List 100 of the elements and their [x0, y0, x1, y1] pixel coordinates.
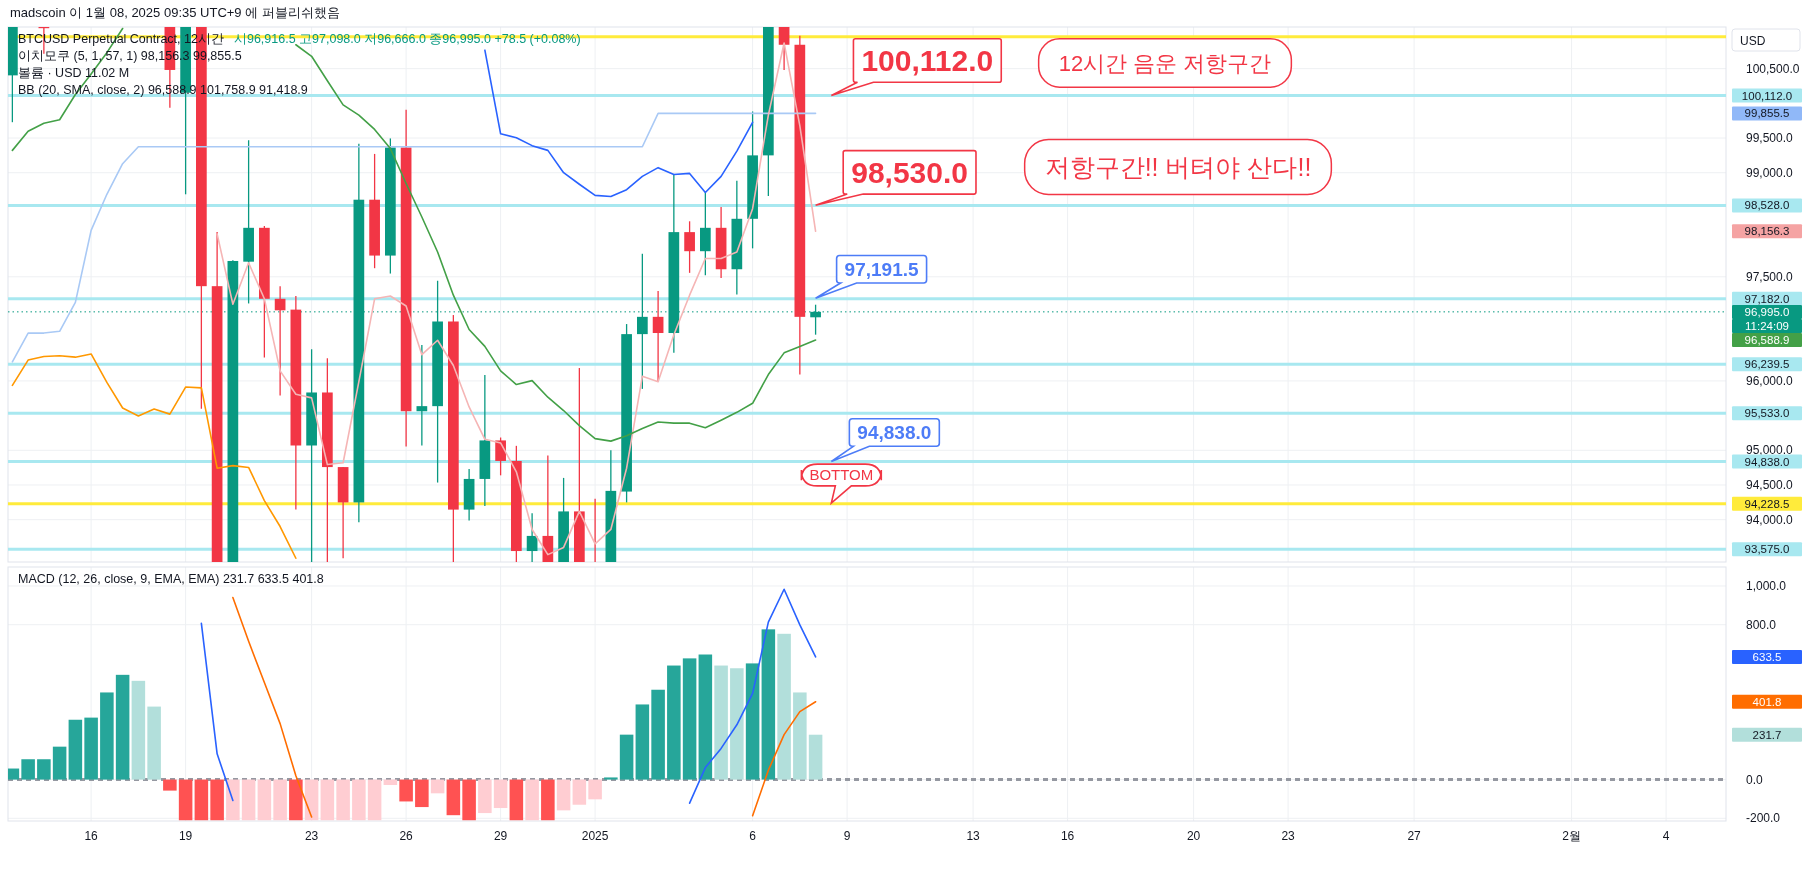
bar	[68, 719, 83, 780]
x-tick-label: 19	[178, 829, 193, 843]
y-tick-label: -200.0	[1746, 811, 1781, 826]
bar	[84, 717, 98, 780]
y-tick-label: 97,500.0	[1746, 269, 1794, 284]
bar	[210, 779, 224, 821]
bar	[572, 779, 587, 805]
bar	[100, 692, 114, 780]
bar	[147, 706, 161, 780]
bar	[257, 779, 272, 821]
chart-title: MACD (12, 26, close, 9, EMA, EMA) 231.7 633.5 401.8	[18, 572, 324, 586]
bar	[131, 680, 146, 780]
x-tick-label: 23	[304, 829, 319, 843]
line-series	[484, 49, 754, 198]
x-tick-label: 20	[1186, 829, 1201, 843]
bar	[525, 779, 539, 821]
bar	[399, 779, 413, 802]
annotation: 94,838.0	[857, 422, 932, 444]
ref-line-label: 94,838.0	[1744, 455, 1790, 468]
ref-line-label: 96,239.5	[1744, 358, 1790, 371]
bar	[352, 779, 366, 821]
bar	[194, 779, 209, 821]
x-tick-label: 16	[84, 829, 99, 843]
bar	[682, 658, 697, 780]
annotation: 12시간 음운 저항구간	[1058, 50, 1272, 76]
bar	[588, 779, 602, 800]
bar	[619, 734, 634, 780]
speech-bubble: 12시간 음운 저항구간	[1037, 38, 1293, 88]
bar	[320, 779, 335, 821]
annotation: 100,112.0	[861, 44, 994, 78]
candlestick	[684, 220, 695, 274]
x-tick-label: 23	[1281, 829, 1296, 843]
ref-line-label: 94,228.5	[1744, 497, 1790, 510]
bar	[635, 704, 650, 780]
callout: 97,191.5	[814, 254, 928, 299]
annotation: 저항구간!! 버텨야 산다!!	[1044, 153, 1312, 181]
candlestick	[700, 191, 711, 276]
y-tick-label: 99,500.0	[1746, 131, 1794, 146]
annotation: 97,191.5	[844, 259, 919, 281]
candlestick	[416, 344, 428, 447]
x-tick-label: 6	[749, 829, 757, 843]
bar	[714, 665, 728, 780]
bar	[241, 779, 256, 821]
y-tick-label: 96,000.0	[1746, 373, 1794, 388]
y-tick-label: 94,000.0	[1746, 512, 1794, 527]
x-tick-label: 26	[399, 829, 414, 843]
ref-line-label: 98,528.0	[1744, 199, 1790, 212]
x-tick-label: 2025	[581, 829, 609, 843]
bar	[462, 779, 476, 821]
bar	[336, 779, 350, 821]
bar	[115, 674, 130, 780]
bar	[541, 779, 555, 821]
bar	[808, 734, 823, 780]
speech-bubble: 저항구간!! 버텨야 산다!!	[1023, 138, 1333, 196]
annotation: 98,530.0	[851, 156, 968, 190]
y-tick-label: 99,000.0	[1746, 165, 1794, 180]
bar	[415, 779, 429, 808]
bar	[777, 633, 791, 780]
text: 96,995.0	[1744, 305, 1790, 318]
y-tick-label: 100,500.0	[1746, 61, 1800, 76]
bar	[651, 689, 665, 780]
text: 98,156.3	[1744, 225, 1790, 238]
callout: 98,530.0	[814, 149, 977, 207]
x-tick-label: 27	[1407, 829, 1422, 843]
bar	[446, 779, 461, 816]
bar	[509, 779, 524, 821]
text: 633.5	[1752, 650, 1782, 663]
bar	[8, 768, 20, 780]
candlestick	[526, 512, 538, 562]
bar	[556, 779, 571, 811]
candlestick	[778, 27, 790, 71]
y-tick-label: 95,000.0	[1746, 443, 1794, 458]
callout: BOTTOM	[800, 463, 883, 504]
y-tick-label: 94,500.0	[1746, 477, 1794, 492]
chart-subtitle: madscoin 이 1월 08, 2025 09:35 UTC+9 에 퍼블리쉬했음	[10, 5, 340, 20]
bar	[667, 665, 681, 780]
y-tick-label: 800.0	[1746, 617, 1777, 632]
bar	[21, 759, 35, 780]
candlestick	[495, 436, 506, 476]
callout: 94,838.0	[830, 417, 941, 463]
x-tick-label: 2월	[1562, 829, 1581, 843]
y-tick-label: 1,000.0	[1746, 578, 1787, 593]
x-tick-label: 13	[966, 829, 981, 843]
bar	[478, 779, 492, 814]
ref-line-label: 95,533.0	[1744, 407, 1790, 420]
bar	[730, 668, 744, 780]
bar	[604, 777, 618, 780]
bar	[367, 779, 382, 821]
x-tick-label: 9	[843, 829, 851, 843]
text: 99,855.5	[1744, 107, 1790, 120]
line-series	[11, 353, 297, 560]
bar	[37, 759, 51, 780]
bar	[745, 663, 760, 780]
text: 96,588.9	[1744, 334, 1790, 346]
ref-line-label: 97,182.0	[1744, 292, 1790, 305]
annotation: BOTTOM	[809, 466, 874, 484]
text: 11:24:09	[1745, 319, 1789, 332]
bar	[761, 629, 776, 780]
bar	[163, 779, 177, 791]
bar	[226, 779, 240, 821]
